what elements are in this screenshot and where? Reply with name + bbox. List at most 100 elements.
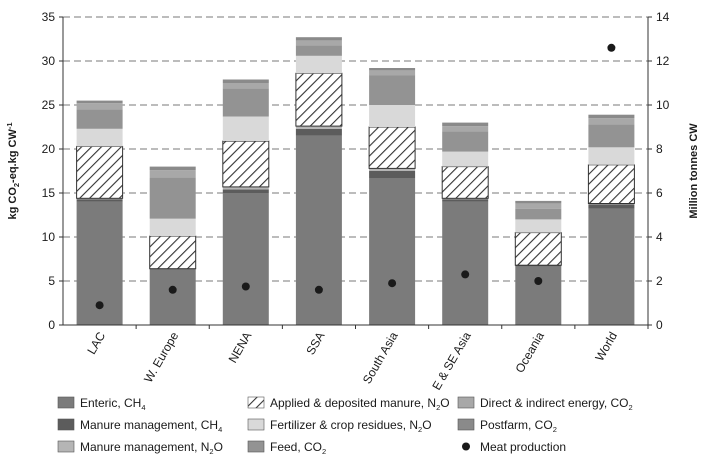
bar-segment-8 bbox=[149, 166, 196, 171]
y-left-tick-label: 20 bbox=[42, 142, 56, 156]
bar-segment-8 bbox=[515, 200, 562, 204]
x-category-label: Oceania bbox=[512, 329, 547, 375]
legend-item: Fertilizer & crop residues, N2O bbox=[247, 418, 432, 434]
meat-production-point bbox=[534, 277, 543, 285]
legend-label: Fertilizer & crop residues, N2O bbox=[270, 418, 432, 434]
y-left-tick-label: 25 bbox=[42, 98, 56, 112]
y-right-tick-label: 2 bbox=[656, 274, 663, 288]
legend-label: Feed, CO2 bbox=[270, 440, 326, 456]
legend-swatch bbox=[247, 440, 265, 453]
bar-segment-6 bbox=[76, 109, 123, 129]
bar-segment-6 bbox=[369, 75, 416, 105]
meat-production-point bbox=[168, 285, 177, 294]
y-right-axis-title: Million tonnes CW bbox=[688, 123, 700, 219]
y-right-tick-label: 6 bbox=[656, 186, 663, 200]
bar-segment-5 bbox=[76, 128, 123, 147]
meat-production-point bbox=[241, 282, 250, 291]
bar-segment-4 bbox=[368, 126, 416, 169]
bar-segment-5 bbox=[588, 147, 635, 165]
bar-segment-8 bbox=[442, 122, 489, 127]
bar-segment-4 bbox=[441, 166, 489, 199]
bar-segment-6 bbox=[149, 177, 196, 219]
legend-label: Postfarm, CO2 bbox=[480, 418, 557, 434]
bar-segment-4 bbox=[295, 72, 343, 127]
bar-segment-3 bbox=[369, 168, 416, 171]
y-right-tick-label: 14 bbox=[656, 10, 670, 24]
bar-segment-1 bbox=[149, 269, 196, 325]
bar-segment-1 bbox=[222, 193, 269, 325]
y-right-tick-label: 0 bbox=[656, 318, 663, 332]
legend-item: Postfarm, CO2 bbox=[457, 418, 557, 434]
bar-segment-7 bbox=[588, 118, 635, 125]
bar-segment-6 bbox=[515, 208, 562, 220]
bar-segment-2 bbox=[222, 189, 269, 193]
meat-production-point bbox=[95, 301, 104, 310]
bar-segment-6 bbox=[295, 45, 342, 56]
legend-label: Manure management, CH4 bbox=[80, 418, 222, 434]
legend-swatch bbox=[247, 418, 265, 431]
bar-segment-7 bbox=[442, 126, 489, 132]
legend-label: Manure management, N2O bbox=[80, 440, 223, 456]
meat-production-point bbox=[461, 270, 470, 279]
legend-swatch bbox=[57, 418, 75, 431]
bar-segment-3 bbox=[222, 186, 269, 190]
y-left-axis-title: kg CO2-eq.kg CW-1 bbox=[5, 122, 21, 219]
bar-segment-2 bbox=[295, 128, 342, 136]
bar-segment-7 bbox=[76, 103, 123, 110]
bar-segment-4 bbox=[149, 235, 197, 270]
y-right-tick-label: 12 bbox=[656, 54, 670, 68]
bar-segment-6 bbox=[588, 124, 635, 148]
bar-segment-5 bbox=[149, 218, 196, 237]
bar-segment-8 bbox=[588, 114, 635, 119]
bar-segment-4 bbox=[514, 232, 562, 266]
bar-segment-4 bbox=[76, 145, 124, 199]
bar-segment-3 bbox=[588, 203, 635, 205]
legend-item: Applied & deposited manure, N2O bbox=[247, 396, 450, 412]
legend-item: Meat production bbox=[462, 440, 566, 454]
y-left-tick-label: 15 bbox=[42, 186, 56, 200]
meat-production-point bbox=[314, 285, 323, 294]
bar-segment-2 bbox=[588, 204, 635, 209]
x-category-label: NENA bbox=[226, 330, 255, 366]
legend-swatch bbox=[457, 396, 475, 409]
bar-segment-2 bbox=[76, 199, 123, 202]
legend-swatch bbox=[57, 396, 75, 409]
y-left-tick-label: 30 bbox=[42, 54, 56, 68]
bar-segment-6 bbox=[442, 131, 489, 152]
bar-segment-8 bbox=[76, 100, 123, 104]
bar-segment-1 bbox=[369, 178, 416, 325]
bar-segment-2 bbox=[442, 199, 489, 202]
meat-production-point bbox=[388, 279, 397, 288]
bar-segment-2 bbox=[369, 171, 416, 178]
x-category-label: World bbox=[592, 330, 620, 364]
bar-segment-8 bbox=[295, 37, 342, 41]
bar-stacks bbox=[76, 37, 635, 325]
y-left-tick-label: 35 bbox=[42, 10, 56, 24]
legend-label: Meat production bbox=[480, 440, 566, 454]
legend-item: Enteric, CH4 bbox=[57, 396, 146, 412]
bar-segment-5 bbox=[515, 219, 562, 233]
meat-production-points bbox=[95, 43, 616, 310]
legend-label: Enteric, CH4 bbox=[80, 396, 146, 412]
x-category-label: South Asia bbox=[360, 329, 401, 386]
bar-segment-7 bbox=[222, 83, 269, 89]
bar-segment-5 bbox=[442, 151, 489, 167]
bar-segment-5 bbox=[369, 105, 416, 127]
y-left-tick-label: 10 bbox=[42, 230, 56, 244]
bar-segment-8 bbox=[222, 79, 269, 83]
legend-marker bbox=[462, 442, 470, 451]
bar-segment-7 bbox=[369, 70, 416, 76]
legend-label: Direct & indirect energy, CO2 bbox=[480, 396, 633, 412]
legend-item: Feed, CO2 bbox=[247, 440, 326, 456]
meat-production-point bbox=[607, 43, 616, 52]
y-left-tick-label: 0 bbox=[48, 318, 55, 332]
y-right-tick-label: 8 bbox=[656, 142, 663, 156]
legend-swatch bbox=[247, 396, 265, 409]
legend-swatch bbox=[57, 440, 75, 453]
bar-segment-1 bbox=[295, 135, 342, 325]
y-right-tick-label: 10 bbox=[656, 98, 670, 112]
bar-segment-1 bbox=[588, 208, 635, 325]
bar-segment-4 bbox=[587, 164, 635, 205]
